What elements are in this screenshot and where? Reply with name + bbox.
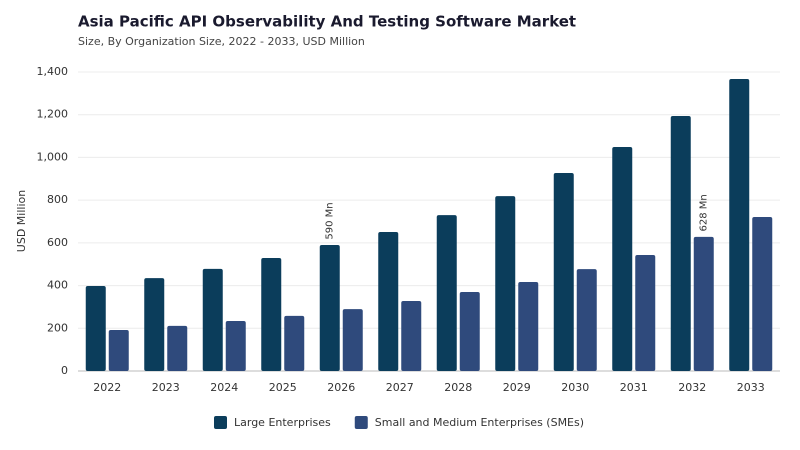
x-tick-label: 2026 <box>327 381 355 394</box>
x-tick-label: 2022 <box>93 381 121 394</box>
x-tick-label: 2032 <box>678 381 706 394</box>
bar <box>612 146 633 371</box>
bar <box>108 329 129 371</box>
bar <box>284 315 305 371</box>
bar <box>144 278 165 371</box>
bar <box>85 285 106 371</box>
bar <box>436 215 457 371</box>
bar <box>553 173 574 371</box>
x-tick-label: 2033 <box>737 381 765 394</box>
bar <box>342 309 363 371</box>
bar <box>693 236 714 371</box>
x-tick-label: 2029 <box>503 381 531 394</box>
y-tick-label: 800 <box>47 193 68 206</box>
y-tick-label: 200 <box>47 321 68 334</box>
y-tick-label: 600 <box>47 236 68 249</box>
bar <box>319 244 340 371</box>
bar <box>459 291 480 371</box>
bar <box>635 255 656 371</box>
x-tick-label: 2031 <box>620 381 648 394</box>
x-tick-label: 2027 <box>386 381 414 394</box>
legend-label: Large Enterprises <box>234 416 331 429</box>
bar <box>378 231 399 371</box>
y-tick-label: 1,000 <box>37 150 69 163</box>
chart-title: Asia Pacific API Observability And Testi… <box>78 13 576 31</box>
legend-swatch <box>354 416 368 429</box>
x-tick-label: 2025 <box>269 381 297 394</box>
bar <box>202 268 223 371</box>
bar <box>261 258 282 371</box>
x-tick-label: 2030 <box>561 381 589 394</box>
bar <box>518 281 539 371</box>
bar <box>495 196 516 371</box>
value-label: 590 Mn <box>325 202 336 239</box>
bar <box>752 217 773 371</box>
y-tick-label: 1,200 <box>37 108 69 121</box>
x-tick-label: 2023 <box>152 381 180 394</box>
bar <box>576 269 597 371</box>
chart-subtitle: Size, By Organization Size, 2022 - 2033,… <box>78 35 365 48</box>
y-tick-label: 400 <box>47 279 68 292</box>
y-tick-label: 0 <box>61 364 68 377</box>
bar <box>401 300 422 371</box>
value-label: 628 Mn <box>699 194 710 231</box>
x-tick-label: 2028 <box>444 381 472 394</box>
x-tick-label: 2024 <box>210 381 238 394</box>
bar <box>167 325 188 371</box>
legend-swatch <box>214 416 227 429</box>
bar <box>225 321 246 371</box>
bar <box>670 115 691 371</box>
legend-label: Small and Medium Enterprises (SMEs) <box>375 416 584 429</box>
y-axis-title: USD Million <box>15 190 28 252</box>
bar <box>729 79 750 372</box>
y-tick-label: 1,400 <box>37 65 69 78</box>
